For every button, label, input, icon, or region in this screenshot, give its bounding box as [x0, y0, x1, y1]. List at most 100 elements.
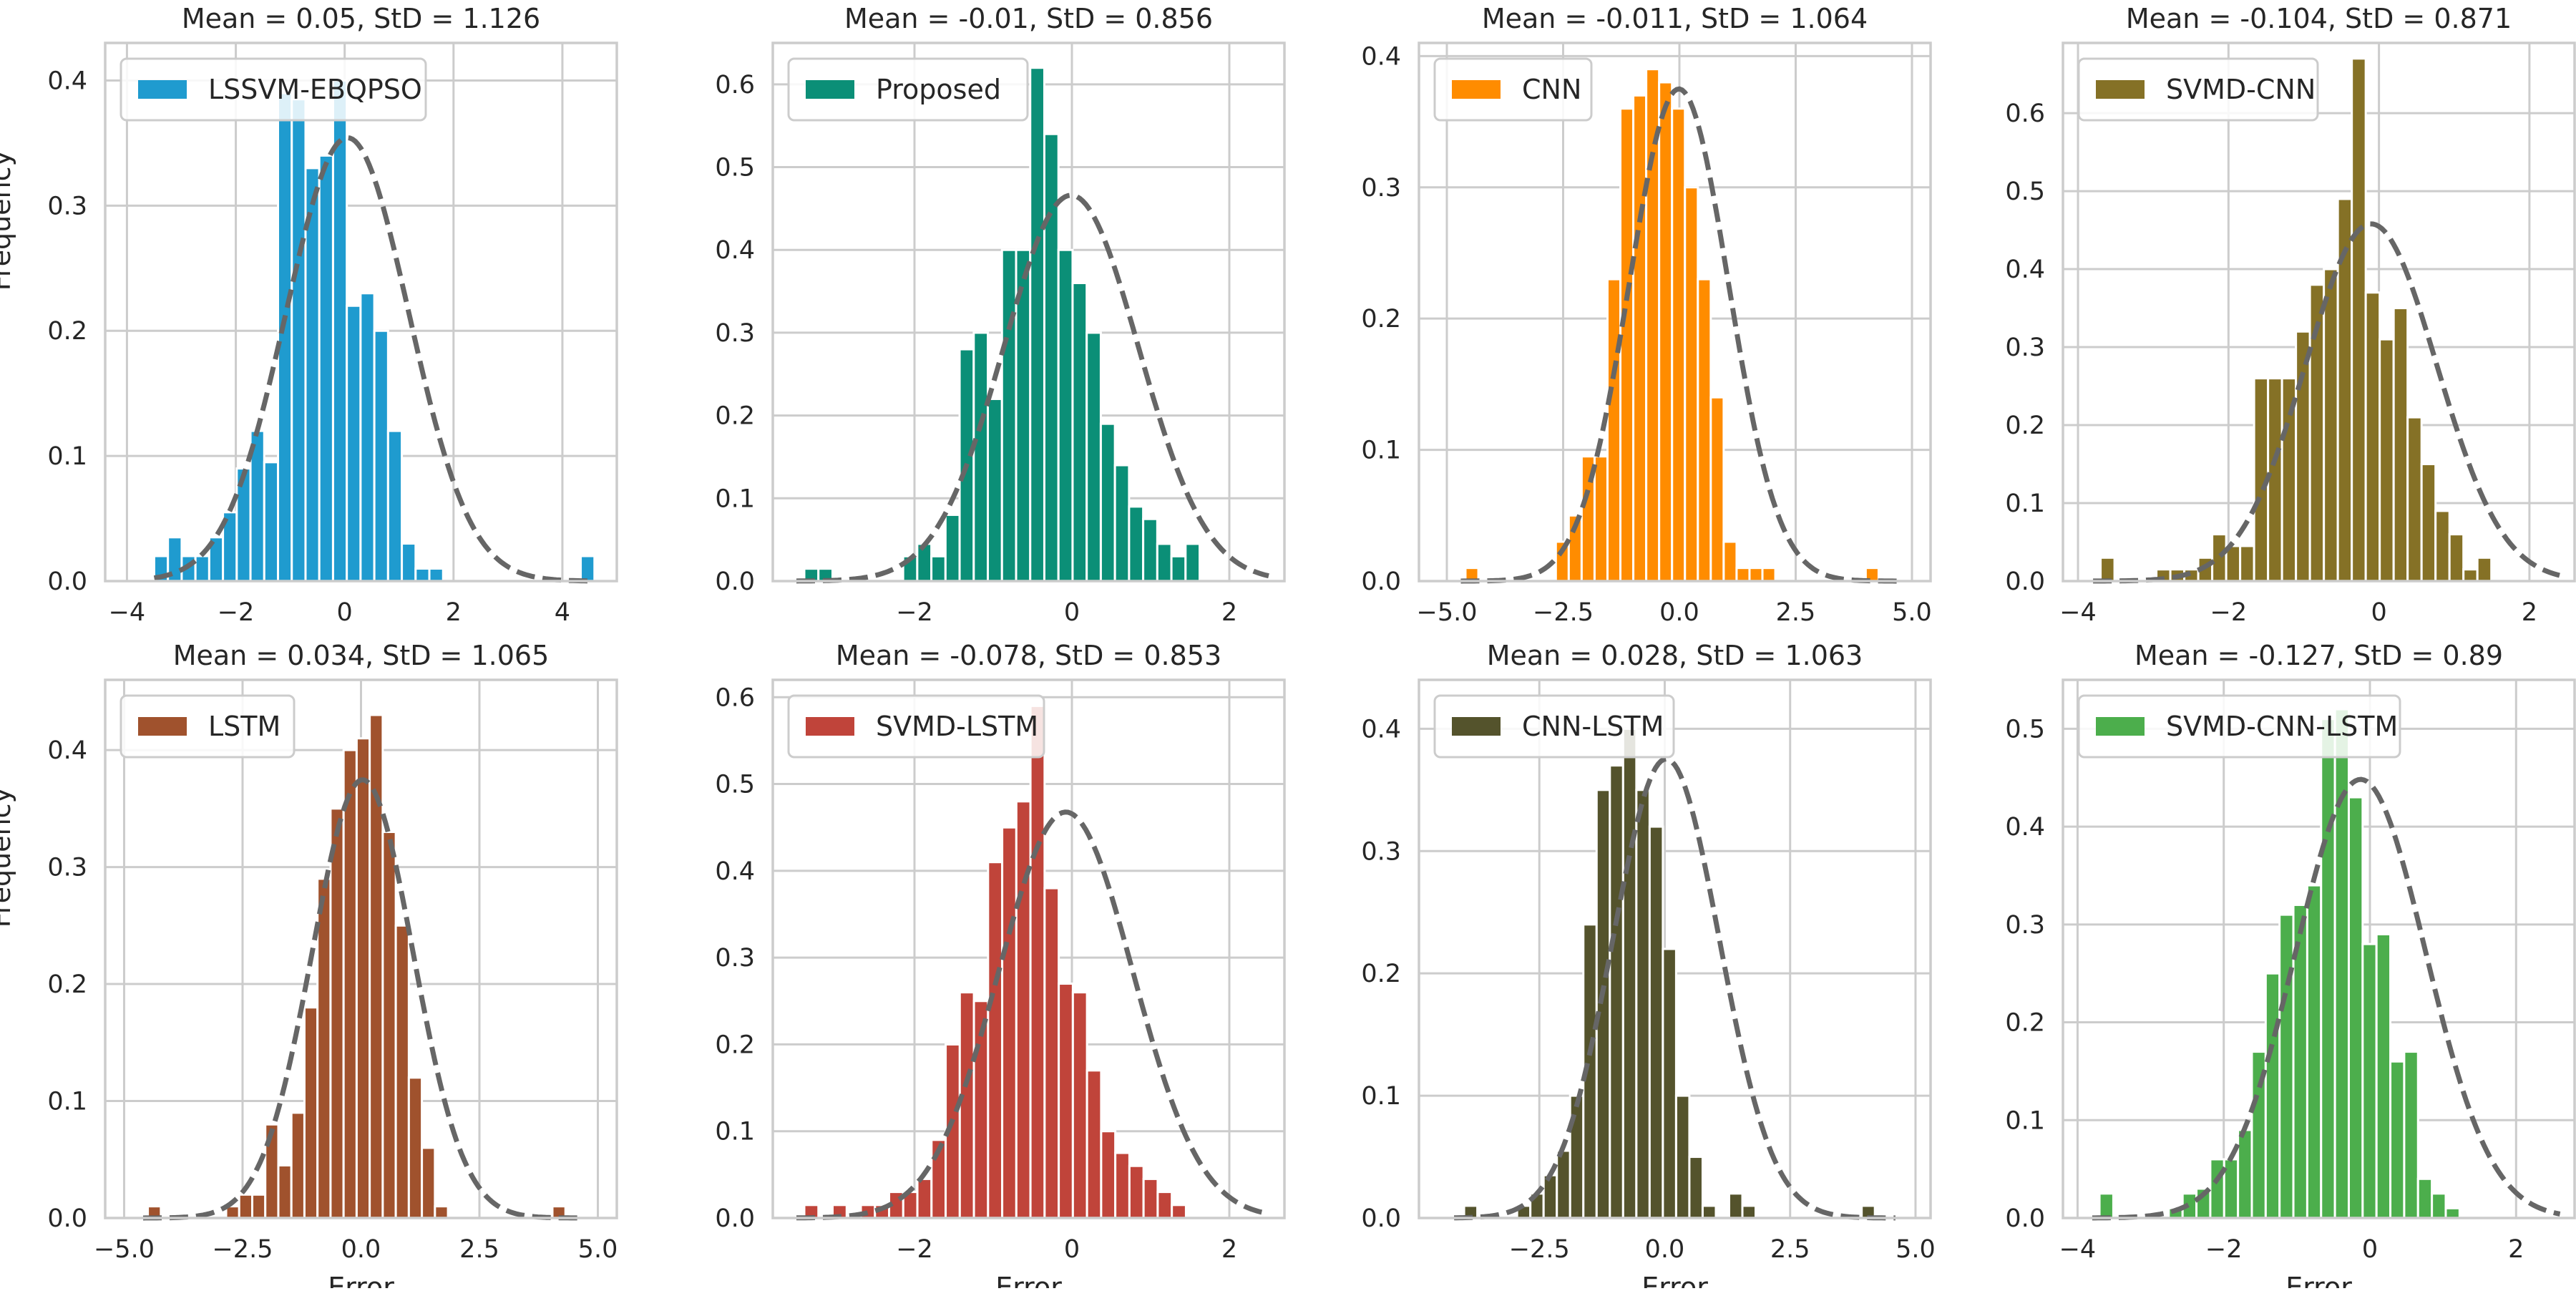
legend-box	[1433, 57, 1593, 122]
histogram-bar	[2476, 556, 2493, 583]
histogram-bar	[930, 555, 947, 583]
x-tick-label: 0.0	[341, 1235, 381, 1264]
bars	[152, 79, 596, 583]
legend-swatch	[138, 717, 187, 736]
histogram-bar	[342, 749, 358, 1219]
y-tick-label: 0.0	[47, 567, 87, 596]
histogram-bar	[2444, 1207, 2461, 1219]
x-tick-label: −2.5	[1509, 1235, 1570, 1264]
histogram-bar	[1085, 331, 1102, 583]
y-tick-label: 0.0	[1361, 1204, 1401, 1233]
histogram-bar	[1029, 67, 1045, 583]
x-tick-label: −2	[896, 1235, 933, 1264]
histogram-bar	[2239, 545, 2255, 583]
histogram-bar	[1635, 789, 1651, 1219]
x-tick-label: −2	[896, 598, 933, 627]
y-tick-label: 0.1	[1361, 1082, 1401, 1111]
histogram-panel-1: −4 −2 0 2 4 0.0 0.1 0.2 0.3 0.4 Mean = 0.05, StD =…	[0, 3, 618, 627]
histogram-bar	[1701, 1204, 1717, 1219]
histogram-bar	[238, 1193, 253, 1219]
y-tick-label: 0.4	[2005, 813, 2045, 842]
panel-title: Mean = -0.011, StD = 1.064	[1482, 3, 1868, 34]
normal-fit-curve	[1460, 86, 1898, 584]
legend-label: LSTM	[208, 711, 280, 742]
histogram-bar	[2267, 377, 2283, 583]
y-tick-label: 0.0	[715, 567, 755, 596]
x-tick-label: 0	[1064, 598, 1080, 627]
axes-frame	[1418, 42, 1932, 583]
x-tick-label: 2.5	[1776, 598, 1816, 627]
histogram-bar	[355, 737, 371, 1219]
x-tick-label: 4	[555, 598, 570, 627]
bars	[803, 704, 1187, 1219]
histogram-bar	[1099, 422, 1116, 583]
histogram-bar	[1142, 517, 1158, 583]
histogram-bar	[1113, 464, 1131, 583]
y-tick-label: 0.4	[715, 857, 755, 886]
y-tick-label: 0.2	[715, 402, 755, 431]
histogram-bar	[1114, 1151, 1131, 1219]
histogram-bar	[2223, 1158, 2240, 1219]
histogram-bar	[916, 542, 933, 583]
axes-frame	[1418, 678, 1932, 1219]
y-axis-label: Frequency	[0, 150, 16, 291]
histogram-bar	[1015, 800, 1032, 1219]
histogram-panel-2: −2 0 2 0.0 0.1 0.2 0.3 0.4 0.5 0.6 Mean = -0.01, S…	[715, 3, 1286, 627]
x-tick-label: 0.0	[1659, 598, 1699, 627]
histogram-panel-8: −4 −2 0 2 0.0 0.1 0.2 0.3 0.4 0.5 Mean = -0.127, S…	[2005, 640, 2576, 1291]
histogram-bar	[1688, 1156, 1704, 1219]
y-tick-label: 0.2	[1361, 960, 1401, 988]
histogram-bar	[414, 567, 431, 583]
x-tick-label: −2.5	[212, 1235, 273, 1264]
y-tick-label: 0.3	[47, 192, 87, 220]
legend-swatch	[2096, 717, 2145, 736]
x-tick-label: 2	[2522, 598, 2537, 627]
histogram-bar	[394, 924, 410, 1219]
histogram-bar	[2264, 972, 2281, 1219]
histogram-bar	[290, 1111, 306, 1219]
y-tick-label: 0.4	[1361, 715, 1401, 744]
histogram-bar	[1674, 1094, 1691, 1219]
legend-label: Proposed	[876, 74, 1001, 105]
histogram-bar	[2323, 268, 2339, 583]
histogram-bar	[2295, 330, 2311, 583]
histogram-bar	[303, 1006, 319, 1219]
axes-frame	[771, 42, 1286, 583]
y-tick-label: 0.1	[47, 442, 87, 471]
normal-fit-curve	[1454, 756, 1896, 1221]
panel-title: Mean = -0.127, StD = 0.89	[2135, 640, 2503, 671]
histogram-bar	[2361, 942, 2378, 1219]
histogram-bar	[1761, 567, 1777, 583]
histogram-bar	[2462, 568, 2479, 583]
panel-title: Mean = 0.05, StD = 1.126	[182, 3, 540, 34]
x-tick-label: 2	[1221, 598, 1237, 627]
histogram-bar	[2379, 338, 2395, 583]
y-tick-label: 0.1	[2005, 489, 2045, 518]
x-axis-label: Error	[2285, 1272, 2352, 1288]
histogram-bar	[277, 1164, 293, 1219]
y-tick-label: 0.6	[715, 71, 755, 99]
histogram-bar	[386, 429, 404, 583]
legend: CNN-LSTM	[1433, 694, 1675, 759]
x-tick-label: 0	[337, 598, 353, 627]
histogram-bar	[1156, 542, 1173, 583]
y-tick-label: 0.5	[2005, 177, 2045, 206]
panel-title: Mean = -0.078, StD = 0.853	[836, 640, 1221, 671]
legend-swatch	[806, 80, 854, 99]
y-tick-label: 0.0	[1361, 567, 1401, 596]
histogram-bar	[1606, 278, 1622, 583]
histogram-bar	[1100, 1130, 1117, 1219]
histogram-bar	[1662, 947, 1677, 1219]
x-tick-label: −2.5	[1533, 598, 1594, 627]
y-tick-label: 0.0	[715, 1204, 755, 1233]
y-tick-label: 0.2	[2005, 411, 2045, 440]
histogram-bar	[1171, 1204, 1187, 1219]
histogram-bar	[1128, 1164, 1145, 1219]
histogram-bar	[381, 831, 397, 1219]
histogram-panel-7: −2.5 0.0 2.5 5.0 0.0 0.1 0.2 0.3 0.4 Mean = 0.028…	[1361, 640, 1935, 1291]
x-tick-label: 0	[2371, 598, 2386, 627]
panel-title: Mean = -0.01, StD = 0.856	[844, 3, 1213, 34]
panel-title: Mean = 0.034, StD = 1.065	[173, 640, 550, 671]
